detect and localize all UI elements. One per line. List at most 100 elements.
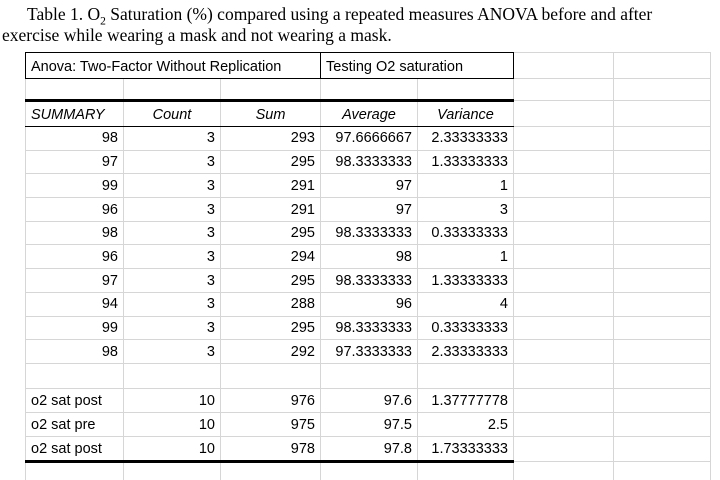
table-cell: 97: [25, 268, 124, 293]
empty-cell: [513, 412, 614, 438]
table-cell: 97.6: [320, 387, 418, 414]
empty-cell: [613, 100, 711, 127]
table-cell: 1.33333333: [417, 268, 514, 293]
table-row: 97 3 295 98.3333333 1.33333333: [25, 149, 711, 175]
table-cell: 3: [123, 149, 221, 175]
empty-cell: [613, 315, 711, 341]
table-cell: 98.3333333: [320, 149, 418, 175]
empty-cell: [513, 52, 614, 79]
table-row: 96 3 291 97 3: [25, 197, 711, 222]
table-cell: 288: [220, 291, 321, 317]
empty-cell: [513, 100, 614, 127]
table-cell: 2.5: [417, 412, 514, 438]
table-cell: 294: [220, 244, 321, 270]
empty-cell: [513, 268, 614, 293]
empty-cell: [220, 362, 321, 389]
empty-cell: [613, 291, 711, 317]
header-summary: SUMMARY: [25, 100, 124, 127]
table-cell: 295: [220, 315, 321, 341]
empty-cell: [123, 460, 221, 480]
anova-title-cell: Anova: Two-Factor Without Replication: [25, 52, 321, 79]
empty-row: [25, 362, 711, 389]
empty-cell: [320, 78, 418, 102]
table-cell: 1: [417, 173, 514, 199]
empty-cell: [613, 460, 711, 480]
table-cell: 293: [220, 126, 321, 151]
empty-cell: [513, 315, 614, 341]
table-cell: 0.33333333: [417, 220, 514, 246]
table-cell: 98: [25, 220, 124, 246]
table-cell: 98: [25, 126, 124, 151]
empty-cell: [513, 291, 614, 317]
empty-cell: [25, 362, 124, 389]
table-cell: 295: [220, 149, 321, 175]
empty-cell: [513, 197, 614, 222]
empty-cell: [513, 126, 614, 151]
table-cell: 97: [320, 197, 418, 222]
table-cell: 97: [320, 173, 418, 199]
table-cell: 4: [417, 291, 514, 317]
empty-cell: [220, 460, 321, 480]
table-row: 98 3 293 97.6666667 2.33333333: [25, 126, 711, 151]
empty-cell: [613, 436, 711, 462]
caption-line-2: exercise while wearing a mask and not we…: [2, 25, 392, 45]
table-cell: 291: [220, 173, 321, 199]
table-cell: 3: [123, 315, 221, 341]
table-cell: 0.33333333: [417, 315, 514, 341]
table-cell: 3: [123, 126, 221, 151]
empty-cell: [513, 78, 614, 101]
table-cell: 99: [25, 315, 124, 341]
table-cell: 96: [320, 291, 418, 317]
table-cell: 3: [417, 197, 514, 222]
empty-cell: [320, 362, 418, 389]
table-cell: 1.37777778: [417, 387, 514, 414]
empty-cell: [513, 244, 614, 270]
empty-cell: [613, 78, 711, 101]
testing-title-cell: Testing O2 saturation: [320, 52, 514, 79]
table-row: 98 3 292 97.3333333 2.33333333: [25, 339, 711, 364]
empty-row: [25, 78, 711, 102]
empty-cell: [513, 220, 614, 246]
caption-line1-rest: Saturation (%) compared using a repeated…: [105, 4, 653, 24]
table-row: o2 sat pre 10 975 97.5 2.5: [25, 412, 711, 438]
empty-cell: [123, 78, 221, 102]
empty-cell: [513, 339, 614, 364]
empty-cell: [513, 362, 614, 389]
table-cell: 3: [123, 197, 221, 222]
empty-cell: [220, 78, 321, 102]
table-cell: 3: [123, 268, 221, 293]
table-cell: 97: [25, 149, 124, 175]
empty-cell: [613, 220, 711, 246]
caption-o2-subscript: 2: [100, 15, 106, 28]
empty-cell: [613, 52, 711, 79]
empty-cell: [25, 460, 124, 480]
table-cell: 1.33333333: [417, 149, 514, 175]
header-sum: Sum: [220, 100, 321, 127]
table-row: 99 3 295 98.3333333 0.33333333: [25, 315, 711, 341]
table-cell: 98: [25, 339, 124, 364]
table-cell: 2.33333333: [417, 126, 514, 151]
table-caption: Table 1. O2 Saturation (%) compared usin…: [2, 4, 720, 46]
totals-rows: o2 sat post 10 976 97.6 1.37777778 o2 sat pre…: [25, 387, 711, 463]
caption-line-1: Table 1. O2 Saturation (%) compared usin…: [2, 4, 720, 28]
table-cell: 99: [25, 173, 124, 199]
embedded-spreadsheet: Anova: Two-Factor Without Replication Te…: [25, 52, 711, 480]
empty-cell: [613, 126, 711, 151]
table-cell: 10: [123, 387, 221, 414]
summary-rows: 98 3 293 97.6666667 2.33333333 97 3 295 98.33333…: [25, 126, 711, 364]
anova-table: Anova: Two-Factor Without Replication Te…: [25, 52, 711, 480]
header-average: Average: [320, 100, 418, 127]
table-cell: 97.5: [320, 412, 418, 438]
table-cell: 96: [25, 244, 124, 270]
table-cell: 98.3333333: [320, 315, 418, 341]
header-variance: Variance: [417, 100, 514, 127]
table-cell: 96: [25, 197, 124, 222]
table-row: o2 sat post 10 976 97.6 1.37777778: [25, 387, 711, 414]
table-row: 98 3 295 98.3333333 0.33333333: [25, 220, 711, 246]
table-cell: 978: [220, 436, 321, 463]
empty-cell: [613, 149, 711, 175]
table-row: 99 3 291 97 1: [25, 173, 711, 199]
empty-cell: [613, 339, 711, 364]
anova-title-row: Anova: Two-Factor Without Replication Te…: [25, 52, 711, 79]
